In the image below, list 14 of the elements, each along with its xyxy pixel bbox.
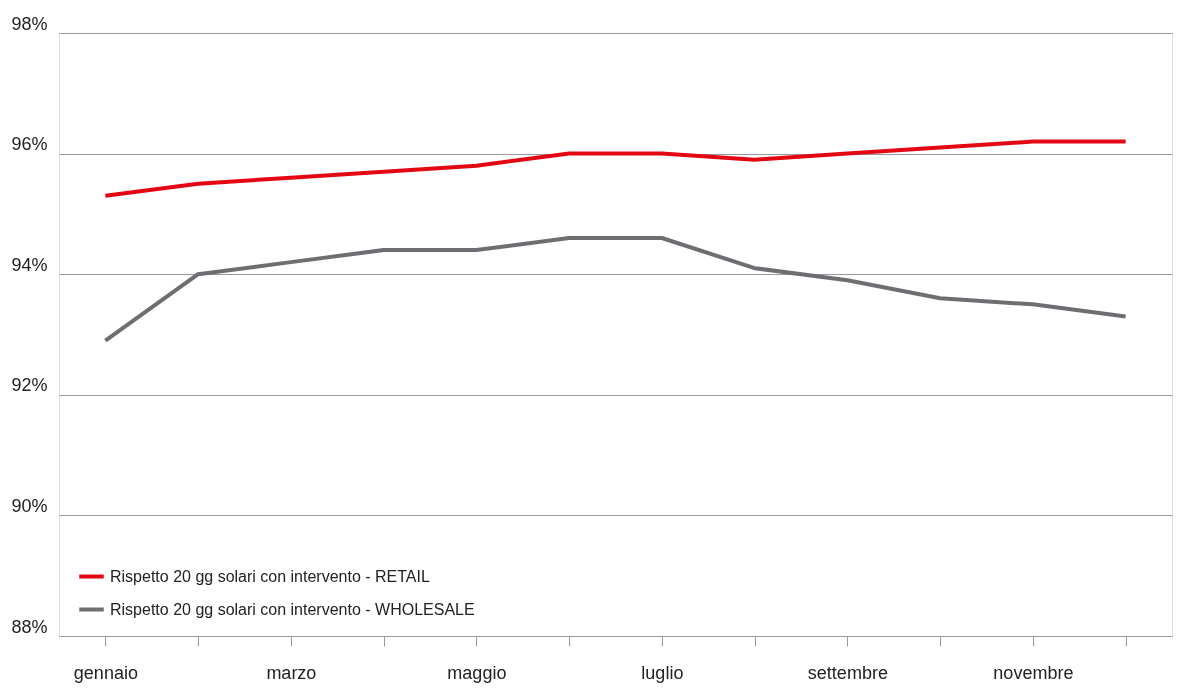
y-tick-label: 88% [11, 616, 48, 637]
x-tick-label: settembre [807, 662, 888, 683]
y-tick-label: 98% [11, 13, 48, 34]
y-tick-label: 90% [11, 495, 48, 516]
x-tick-label: gennaio [73, 662, 138, 683]
x-tick-label: novembre [993, 662, 1074, 683]
legend-label: Rispetto 20 gg solari con intervento - WHOLESALE [110, 600, 475, 618]
y-tick-label: 94% [11, 254, 48, 275]
x-tick-label: maggio [447, 662, 507, 683]
x-tick-label: luglio [641, 662, 684, 683]
legend-label: Rispetto 20 gg solari con intervento - RETAIL [110, 567, 430, 585]
x-tick-label: marzo [266, 662, 317, 683]
y-tick-label: 96% [11, 134, 48, 155]
y-tick-label: 92% [11, 375, 48, 396]
